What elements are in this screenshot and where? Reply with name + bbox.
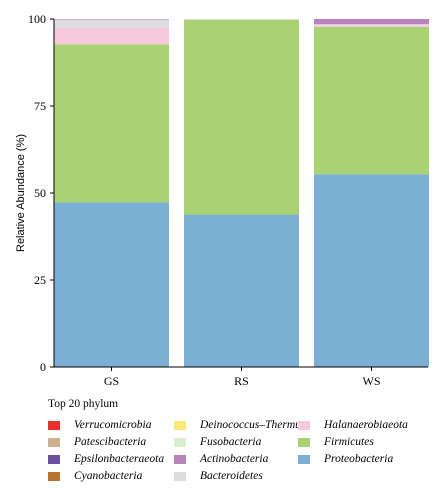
y-tick-label-75: 75 xyxy=(34,99,46,113)
y-tick-label-100: 100 xyxy=(28,12,46,26)
legend-swatch xyxy=(48,471,60,481)
legend-label: Actinobacteria xyxy=(200,453,269,465)
legend-item-proteobacteria: Proteobacteria xyxy=(298,453,393,467)
legend-item-patescibacteria: Patescibacteria xyxy=(48,436,146,450)
axes-group: 0 25 50 75 100 GS RS WS xyxy=(28,12,428,388)
legend-label: Proteobacteria xyxy=(324,453,394,465)
bar-segment-gs-bacteroidetes xyxy=(54,20,169,28)
legend-item-halanaerobiaeota: Halanaerobiaeota xyxy=(298,419,408,433)
bar-segment-gs-actinobacteria xyxy=(54,19,169,21)
bar-segment-gs-firmicutes xyxy=(54,44,169,203)
legend-swatch xyxy=(298,437,310,447)
legend-item-actinobacteria: Actinobacteria xyxy=(174,453,268,467)
x-tick-label-ws: WS xyxy=(363,374,381,388)
bar-segment-rs-proteobacteria xyxy=(184,214,299,367)
legend-label: Bacteroidetes xyxy=(200,470,263,482)
legend-label: Epsilonbacteraeota xyxy=(74,453,165,465)
bar-segment-ws-bacteroidetes xyxy=(314,24,429,26)
legend-swatch xyxy=(174,454,186,464)
legend-item-epsilonbacteraeota: Epsilonbacteraeota xyxy=(48,453,164,467)
bars-group xyxy=(54,19,429,367)
legend-item-verrucomicrobia: Verrucomicrobia xyxy=(48,419,152,433)
bar-segment-gs-proteobacteria xyxy=(54,202,169,367)
bar-segment-ws-proteobacteria xyxy=(314,174,429,367)
y-tick-label-0: 0 xyxy=(40,360,46,374)
legend-label: Verrucomicrobia xyxy=(74,419,152,431)
legend-swatch xyxy=(298,454,310,464)
bar-segment-gs-halanaerobiaeota xyxy=(54,27,169,45)
legend-swatch xyxy=(174,471,186,481)
legend-label: Halanaerobiaeota xyxy=(324,419,408,431)
legend-item-cyanobacteria: Cyanobacteria xyxy=(48,470,142,484)
legend-swatch xyxy=(48,420,60,430)
y-axis-label: Relative Abundance (%) xyxy=(15,134,27,252)
legend-swatch xyxy=(48,454,60,464)
legend-item-firmicutes: Firmicutes xyxy=(298,436,374,450)
x-tick-label-gs: GS xyxy=(104,374,119,388)
y-tick-label-25: 25 xyxy=(34,273,46,287)
legend-swatch xyxy=(174,420,186,430)
legend-swatch xyxy=(174,437,186,447)
legend-label: Patescibacteria xyxy=(74,436,147,448)
legend-swatch xyxy=(298,420,310,430)
y-tick-label-50: 50 xyxy=(34,186,46,200)
legend-item-fusobacteria: Fusobacteria xyxy=(174,436,261,450)
bar-segment-ws-actinobacteria xyxy=(314,19,429,25)
legend-label: Fusobacteria xyxy=(200,436,262,448)
bar-segment-ws-halanaerobiaeota xyxy=(314,25,429,28)
bar-segment-rs-bacteroidetes xyxy=(184,19,299,20)
legend-item-bacteroidetes: Bacteroidetes xyxy=(174,470,263,484)
x-tick-label-rs: RS xyxy=(234,374,249,388)
legend-label: Firmicutes xyxy=(324,436,374,448)
legend-label: Cyanobacteria xyxy=(74,470,143,482)
legend-label: Deinococcus–Thermus xyxy=(200,419,306,431)
legend-item-deinococcus-thermus: Deinococcus–Thermus xyxy=(174,419,305,433)
bar-segment-ws-firmicutes xyxy=(314,27,429,175)
legend-swatch xyxy=(48,437,60,447)
bar-segment-rs-firmicutes xyxy=(184,19,299,215)
legend-title: Top 20 phylum xyxy=(48,398,119,410)
